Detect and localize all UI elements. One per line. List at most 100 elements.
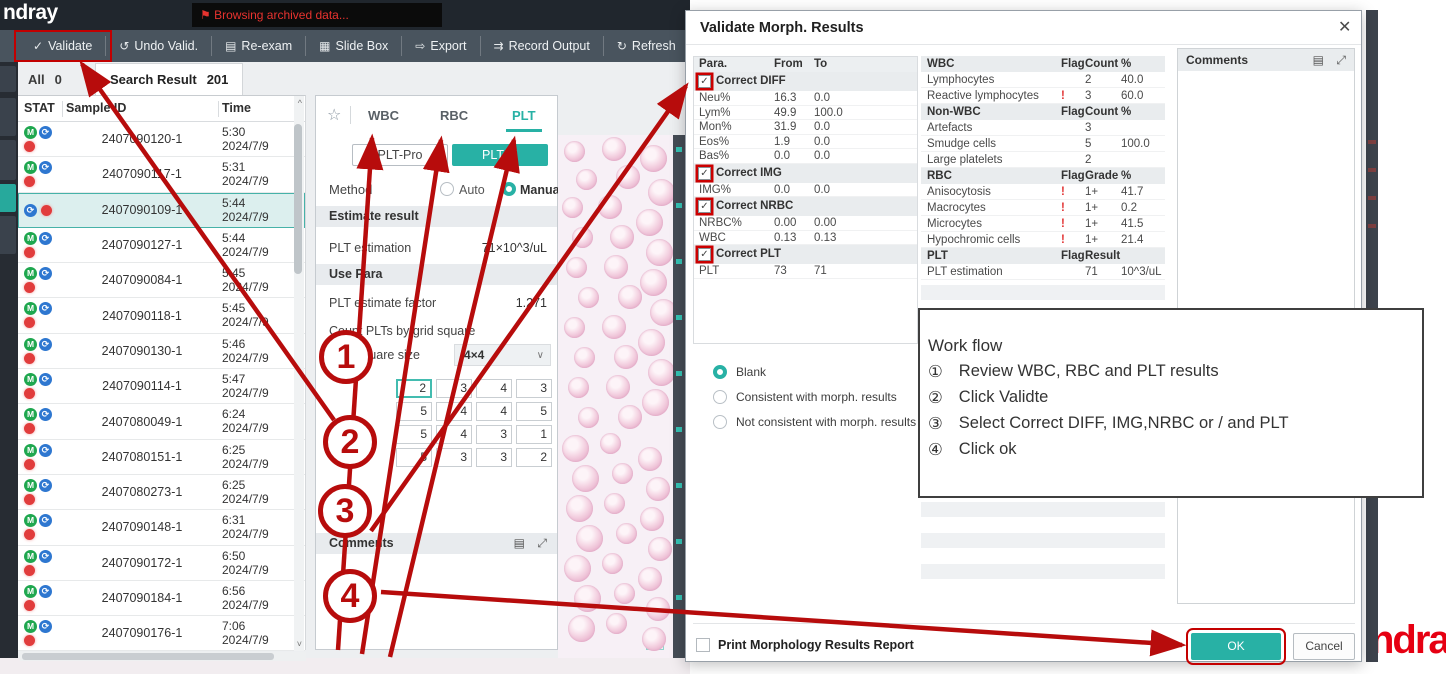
sample-row[interactable]: M ⟳ 2407090084-1 5:45 2024/7/9 bbox=[18, 263, 305, 299]
sidebar-tab[interactable] bbox=[0, 184, 16, 212]
cancel-button[interactable]: Cancel bbox=[1293, 633, 1355, 660]
smear-minimap[interactable] bbox=[673, 135, 685, 658]
consistency-radio[interactable]: Consistent with morph. results bbox=[713, 384, 916, 409]
sample-row[interactable]: M ⟳ 2407090114-1 5:47 2024/7/9 bbox=[18, 369, 305, 405]
sample-row[interactable]: M ⟳ 2407080273-1 6:25 2024/7/9 bbox=[18, 474, 305, 511]
scrollbar-thumb[interactable] bbox=[22, 653, 274, 660]
ok-button[interactable]: OK bbox=[1186, 628, 1286, 665]
red-blood-cell bbox=[616, 523, 637, 544]
toolbar-button-validate[interactable]: ✓ Validate bbox=[13, 30, 113, 62]
expand-icon[interactable]: ⤢ bbox=[1336, 53, 1346, 67]
grid-cell-input[interactable]: 1 bbox=[516, 425, 552, 444]
sidebar-tab[interactable] bbox=[0, 66, 16, 92]
sample-row[interactable]: ⟳ 2407090109-1 5:44 2024/7/9 bbox=[18, 192, 305, 228]
sample-row[interactable]: M ⟳ 2407090120-1 5:30 2024/7/9 bbox=[18, 122, 305, 158]
toolbar-button-slide-box[interactable]: ▦ Slide Box bbox=[306, 36, 403, 56]
stat-dot-icon bbox=[24, 493, 35, 505]
export-icon: ⇨ bbox=[415, 39, 426, 53]
auto-radio[interactable] bbox=[440, 182, 454, 196]
manual-mode-icon: M bbox=[24, 408, 37, 422]
scroll-down-icon[interactable]: ˅ bbox=[296, 639, 302, 649]
grid-cell-input[interactable]: 5 bbox=[396, 402, 432, 421]
notes-icon[interactable]: ▤ bbox=[513, 536, 525, 550]
sidebar-tab[interactable] bbox=[0, 216, 16, 254]
result-value: 2 bbox=[1085, 74, 1092, 86]
sample-time: 5:47 2024/7/9 bbox=[222, 372, 269, 400]
sample-row[interactable]: M ⟳ 2407090148-1 6:31 2024/7/9 bbox=[18, 510, 305, 546]
result-name: Lymphocytes bbox=[927, 74, 995, 86]
sample-time: 5:31 2024/7/9 bbox=[222, 160, 269, 188]
red-blood-cell bbox=[576, 169, 597, 190]
notes-icon[interactable]: ▤ bbox=[1312, 53, 1324, 67]
sample-row[interactable]: M ⟳ 2407090130-1 5:46 2024/7/9 bbox=[18, 333, 305, 370]
manual-label[interactable]: Manual bbox=[520, 183, 564, 197]
sidebar-tab[interactable] bbox=[0, 98, 16, 136]
radio-label: Consistent with morph. results bbox=[736, 389, 897, 404]
consistency-radio[interactable]: Not consistent with morph. results bbox=[713, 409, 916, 434]
sample-row[interactable]: M ⟳ 2407080151-1 6:25 2024/7/9 bbox=[18, 439, 305, 475]
tab-wbc[interactable]: WBC bbox=[368, 108, 400, 123]
sample-row[interactable]: M ⟳ 2407080049-1 6:24 2024/7/9 bbox=[18, 404, 305, 440]
toolbar-button-re-exam[interactable]: ▤ Re-exam bbox=[212, 36, 307, 56]
sample-row[interactable]: M ⟳ 2407090117-1 5:31 2024/7/9 bbox=[18, 157, 305, 193]
grid-cell-input[interactable]: 5 bbox=[396, 425, 432, 444]
stat-dot-icon bbox=[24, 141, 35, 152]
grid-cell-input[interactable]: 3 bbox=[436, 448, 472, 467]
grid-cell-input[interactable]: 4 bbox=[476, 402, 512, 421]
sample-row[interactable]: M ⟳ 2407090118-1 5:45 2024/7/9 bbox=[18, 298, 305, 334]
grid-cell-input[interactable]: 3 bbox=[436, 379, 472, 398]
sample-row[interactable]: M ⟳ 2407090184-1 6:56 2024/7/9 bbox=[18, 580, 305, 617]
grid-cell-input[interactable]: 3 bbox=[516, 379, 552, 398]
tab-search-result[interactable]: Search Result 201 bbox=[95, 63, 244, 96]
scrollbar-thumb[interactable] bbox=[294, 124, 302, 274]
plt-pro-button[interactable]: PLT-Pro bbox=[352, 144, 448, 166]
close-icon[interactable]: ✕ bbox=[1338, 19, 1352, 36]
grid-cell-input[interactable]: 2 bbox=[516, 448, 552, 467]
plt-m-button[interactable]: PLT-M bbox=[452, 144, 548, 166]
tab-rbc[interactable]: RBC bbox=[440, 108, 469, 123]
tab-all[interactable]: All 0 bbox=[28, 66, 62, 94]
grid-cell-input[interactable]: 4 bbox=[476, 379, 512, 398]
favorite-star-icon[interactable]: ☆ bbox=[327, 107, 342, 124]
toolbar-button-export[interactable]: ⇨ Export bbox=[402, 36, 481, 56]
toolbar-button-record-output[interactable]: ⇉ Record Output bbox=[481, 36, 604, 56]
sample-id: 2407090148-1 bbox=[101, 520, 183, 535]
grid-cell-input[interactable]: 4 bbox=[436, 425, 472, 444]
toolbar-button-refresh[interactable]: ↻ Refresh bbox=[604, 36, 690, 56]
correct-checkbox[interactable]: ✓ bbox=[698, 200, 711, 213]
sidebar-tab[interactable] bbox=[0, 140, 16, 180]
grid-cell-input[interactable]: 3 bbox=[476, 425, 512, 444]
expand-icon[interactable]: ⤢ bbox=[537, 536, 547, 550]
correct-checkbox[interactable]: ✓ bbox=[698, 75, 711, 88]
sample-id: 2407090172-1 bbox=[101, 555, 183, 570]
consistency-radio[interactable]: Blank bbox=[713, 359, 916, 384]
auto-label[interactable]: Auto bbox=[459, 183, 485, 197]
correct-checkbox[interactable]: ✓ bbox=[698, 166, 711, 180]
sample-id: 2407090118-1 bbox=[102, 308, 182, 323]
manual-mode-icon: M bbox=[24, 267, 37, 281]
result-name: Non-WBC bbox=[927, 106, 981, 118]
sample-row[interactable]: M ⟳ 2407090127-1 5:44 2024/7/9 bbox=[18, 227, 305, 264]
manual-radio[interactable] bbox=[502, 182, 516, 196]
para-row: NRBC% 0.00 0.00 bbox=[694, 216, 917, 231]
sample-date-value: 2024/7/9 bbox=[222, 597, 269, 612]
minimap-tick bbox=[676, 427, 682, 432]
toolbar-label: Undo Valid. bbox=[134, 39, 199, 53]
sample-id: 2407090130-1 bbox=[101, 343, 183, 358]
grid-size-select[interactable]: 4×4 ∨ bbox=[454, 344, 551, 366]
grid-cell-input[interactable]: 3 bbox=[476, 448, 512, 467]
grid-cell-input[interactable]: 4 bbox=[436, 402, 472, 421]
sample-row[interactable]: M ⟳ 2407090176-1 7:06 2024/7/9 bbox=[18, 616, 305, 652]
grid-cell-input[interactable]: 2 bbox=[396, 379, 432, 398]
para-table-header: Para. From To bbox=[694, 57, 917, 72]
print-report-checkbox[interactable] bbox=[696, 638, 710, 652]
horizontal-scrollbar[interactable] bbox=[20, 652, 306, 661]
tab-plt[interactable]: PLT bbox=[512, 108, 536, 123]
scroll-up-icon[interactable]: ^ bbox=[297, 98, 302, 108]
toolbar-button-undo-validate[interactable]: ↺ Undo Valid. bbox=[106, 36, 213, 56]
grid-cell-input[interactable]: 5 bbox=[396, 448, 432, 467]
grid-cell-input[interactable]: 5 bbox=[516, 402, 552, 421]
vertical-scrollbar[interactable]: ^ ˅ bbox=[294, 96, 304, 651]
sample-row[interactable]: M ⟳ 2407090172-1 6:50 2024/7/9 bbox=[18, 545, 305, 581]
correct-checkbox[interactable]: ✓ bbox=[698, 248, 711, 261]
